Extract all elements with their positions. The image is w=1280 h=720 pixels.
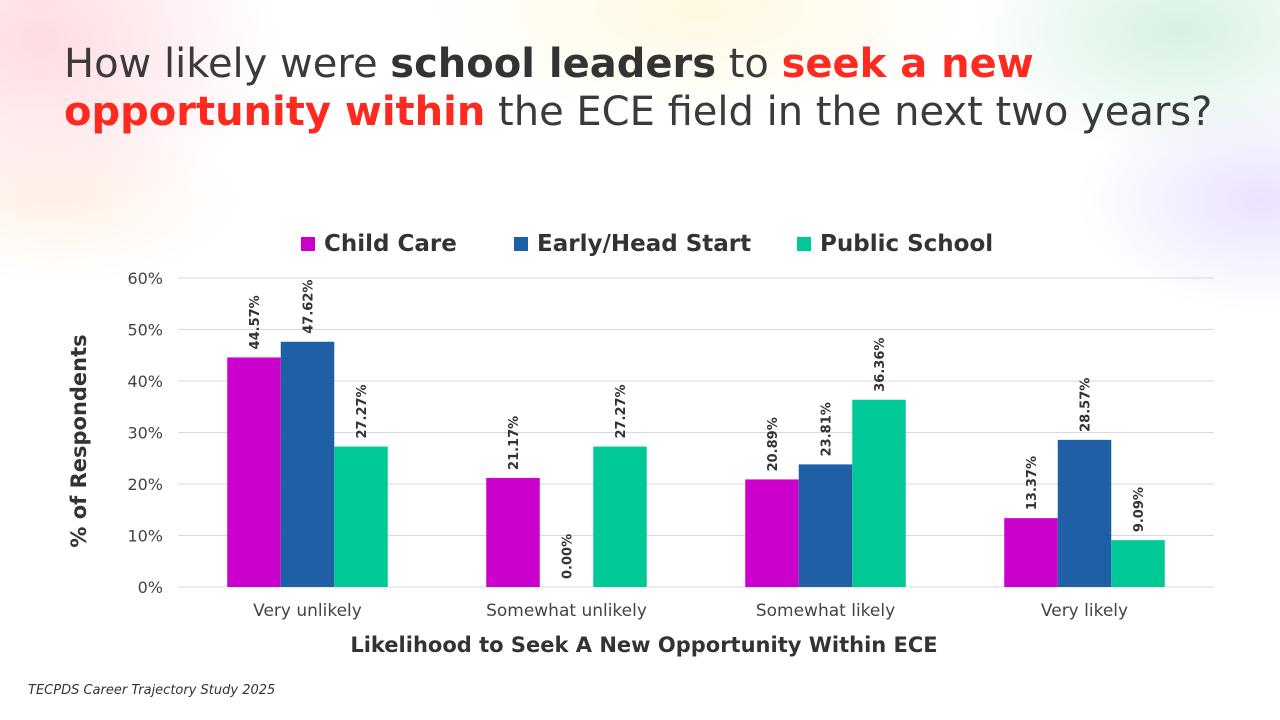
title-part-3: to (716, 41, 782, 87)
y-tick-label: 30% (127, 424, 163, 443)
data-label: 47.62% (302, 280, 317, 334)
data-label: 0.00% (561, 534, 576, 579)
data-label: 20.89% (766, 417, 781, 471)
bar (334, 446, 388, 587)
data-label: 44.57% (248, 295, 263, 349)
legend-label-early-head-start: Early/Head Start (537, 231, 752, 257)
page-title: How likely were school leaders to seek a… (64, 40, 1214, 136)
x-tick-label: Very unlikely (253, 601, 362, 621)
data-label: 21.17% (507, 416, 522, 470)
y-tick-label: 0% (138, 578, 163, 597)
x-tick-label: Very likely (1041, 601, 1128, 621)
title-part-5: the ECE field in the next two years? (485, 89, 1213, 135)
bar (486, 477, 540, 587)
bar (852, 399, 906, 587)
chart-data-labels: 44.57% 47.62% 27.27% 21.17% 0.00% 27.27% 20.89… (248, 280, 1147, 579)
y-tick-label: 40% (127, 372, 163, 391)
x-axis-ticks: Very unlikely Somewhat unlikely Somewhat l… (253, 601, 1128, 621)
title-emphasis-school-leaders: school leaders (390, 41, 717, 87)
x-tick-label: Somewhat unlikely (486, 601, 647, 621)
y-tick-label: 20% (127, 475, 163, 494)
bar (745, 479, 799, 587)
legend-swatch-early-head-start (514, 237, 528, 251)
bar (1057, 439, 1112, 587)
y-tick-label: 60% (127, 269, 163, 288)
legend-label-child-care: Child Care (324, 231, 457, 257)
data-label: 27.27% (355, 384, 370, 438)
y-tick-label: 50% (127, 321, 163, 340)
legend-item-child-care: Child Care (301, 228, 457, 260)
y-axis-label: % of Respondents (67, 334, 91, 547)
legend-item-early-head-start: Early/Head Start (514, 228, 751, 260)
title-highlight: seek a new opportunity within (64, 41, 1034, 135)
bar (593, 446, 647, 587)
x-axis-label: Likelihood to Seek A New Opportunity Wit… (350, 633, 937, 657)
y-tick-label: 10% (127, 527, 163, 546)
bar (798, 464, 853, 587)
legend-label-public-school: Public School (820, 231, 994, 257)
chart-legend: Child Care Early/Head Start Public Schoo… (0, 228, 1280, 260)
bar (1004, 518, 1058, 587)
title-part-1: How likely were (64, 41, 391, 87)
data-label: 28.57% (1079, 378, 1094, 432)
bar (1111, 540, 1165, 587)
chart-bars (227, 341, 1165, 587)
data-label: 9.09% (1132, 487, 1147, 532)
y-axis-ticks: 0% 10% 20% 30% 40% 50% 60% (127, 269, 163, 597)
x-tick-label: Somewhat likely (756, 601, 895, 621)
legend-swatch-public-school (797, 237, 811, 251)
legend-swatch-child-care (301, 237, 315, 251)
data-label: 23.81% (820, 402, 835, 456)
bar (280, 341, 335, 587)
data-label: 36.36% (873, 338, 888, 392)
data-label: 13.37% (1025, 456, 1040, 510)
bar (227, 357, 281, 587)
legend-item-public-school: Public School (797, 228, 993, 260)
source-note: TECPDS Career Trajectory Study 2025 (28, 683, 276, 698)
data-label: 27.27% (614, 384, 629, 438)
